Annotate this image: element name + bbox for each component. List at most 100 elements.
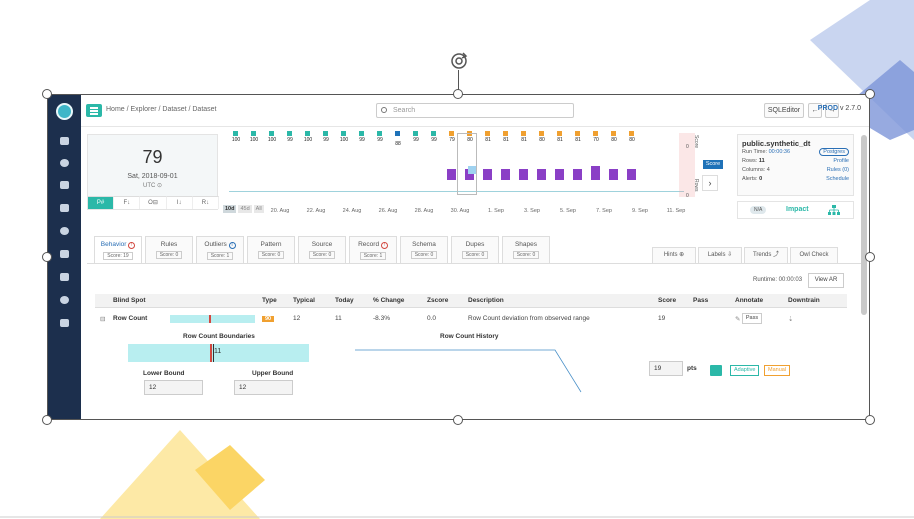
score-point[interactable] [269,131,274,136]
table-icon[interactable] [60,204,69,212]
mode-button[interactable]: P# [88,196,115,209]
score-point[interactable] [629,131,634,136]
adaptive-button[interactable]: Adaptive [730,365,760,376]
column-header[interactable]: % Change [373,297,405,304]
rows-bar[interactable] [555,169,564,180]
impact-panel[interactable]: N/A Impact [737,201,854,219]
right-tab[interactable]: Hints ⊕ [652,247,696,263]
right-tab[interactable]: Owl Check [790,247,838,263]
tab-behavior[interactable]: Behavior ! Score: 19 [94,236,142,263]
clock-icon[interactable] [60,296,69,304]
tab-schema[interactable]: Schema Score: 0 [400,236,448,263]
manual-button[interactable]: Manual [764,365,791,376]
gear-icon[interactable] [60,319,69,327]
tab-source[interactable]: Source Score: 0 [298,236,346,263]
menu-button[interactable] [86,104,102,117]
column-header[interactable]: Pass [693,297,709,304]
mode-button[interactable]: I↓ [166,196,193,209]
column-header[interactable]: Typical [293,297,315,304]
tab-rules[interactable]: Rules Score: 0 [145,236,193,263]
rows-bar[interactable] [447,169,456,180]
tab-pattern[interactable]: Pattern Score: 0 [247,236,295,263]
dashboard-icon[interactable] [60,137,69,145]
view-ar-button[interactable]: View AR [808,273,844,288]
resize-handle-bottom-right[interactable] [865,415,875,425]
profile-link[interactable]: Profile [833,158,849,164]
score-point[interactable] [251,131,256,136]
score-point[interactable] [341,131,346,136]
score-point[interactable] [377,131,382,136]
chevron-right-icon[interactable]: › [702,175,718,191]
score-point[interactable] [611,131,616,136]
mode-button[interactable]: F↓ [114,196,141,209]
right-tab[interactable]: Labels ⇩ [698,247,742,263]
right-tab[interactable]: Trends ⤴ [744,247,788,263]
rows-bar[interactable] [537,169,546,180]
db-badge[interactable]: Postgres [819,148,849,156]
rows-bar[interactable] [591,166,600,180]
score-point[interactable] [305,131,310,136]
back-button[interactable]: ← [808,103,822,118]
range-button[interactable]: All [253,205,264,213]
score-point[interactable] [557,131,562,136]
rows-point[interactable] [468,166,476,174]
resize-handle-top-left[interactable] [42,89,52,99]
schedule-link[interactable]: Schedule [826,176,849,182]
sqleditor-button[interactable]: SQLEditor [764,103,804,118]
downtrain-icon[interactable]: ⇣ [788,316,794,323]
mode-button[interactable]: O⊟ [140,196,167,209]
column-header[interactable]: Blind Spot [113,297,146,304]
edit-icon[interactable] [60,273,69,281]
breadcrumb[interactable]: Home / Explorer / Dataset / Dataset [106,106,217,113]
column-header[interactable]: Downtrain [788,297,820,304]
score-point[interactable] [323,131,328,136]
resize-handle-top[interactable] [453,89,463,99]
rows-bar[interactable] [573,169,582,180]
resize-handle-bottom[interactable] [453,415,463,425]
tab-shapes[interactable]: Shapes Score: 0 [502,236,550,263]
score-point[interactable] [359,131,364,136]
tab-outliers[interactable]: Outliers i Score: 1 [196,236,244,263]
rows-bar[interactable] [627,169,636,180]
pie-chart-icon[interactable] [60,227,69,235]
resize-handle-right[interactable] [865,252,875,262]
column-header[interactable]: Annotate [735,297,764,304]
rows-bar[interactable] [483,169,492,180]
scrollbar[interactable] [861,135,867,315]
search-input[interactable]: Search [376,103,574,118]
table-row[interactable]: ⊟ Row Count 90 12 11 -8.3% 0.0 Row Count… [95,312,847,328]
score-point[interactable] [449,131,454,136]
score-point[interactable] [521,131,526,136]
bell-icon[interactable] [60,250,69,258]
tab-dupes[interactable]: Dupes Score: 0 [451,236,499,263]
mode-button[interactable]: R↓ [192,196,220,209]
score-toggle[interactable]: Score [703,160,723,169]
column-header[interactable]: Today [335,297,354,304]
tab-record[interactable]: Record ! Score: 1 [349,236,397,263]
collapse-icon[interactable]: ⊟ [100,316,106,323]
rules-link[interactable]: Rules (0) [826,167,849,173]
resize-handle-top-right[interactable] [865,89,875,99]
column-header[interactable]: Zscore [427,297,449,304]
score-timeline[interactable]: 100 100 100 99 100 99 100 99 99 88 99 99 79 80 81 81 81 8… [223,131,699,216]
save-icon[interactable] [710,365,722,376]
hierarchy-icon[interactable] [60,181,69,189]
score-point[interactable] [485,131,490,136]
annotate-icon[interactable]: ✎ [735,316,741,323]
score-point[interactable] [233,131,238,136]
column-header[interactable]: Type [262,297,277,304]
points-field[interactable]: 19 [649,361,683,376]
range-button[interactable]: 10d [223,205,237,213]
rows-bar[interactable] [465,169,474,180]
pass-button[interactable]: Pass [742,313,762,324]
upper-bound-field[interactable]: 12 [234,380,293,395]
rotate-handle-icon[interactable] [448,50,470,72]
explore-icon[interactable] [60,159,69,167]
score-point[interactable] [413,131,418,136]
score-point[interactable] [287,131,292,136]
env-version[interactable]: PROD v 2.7.0 [817,105,861,112]
resize-handle-left[interactable] [42,252,52,262]
score-point[interactable] [539,131,544,136]
column-header[interactable]: Description [468,297,504,304]
score-point[interactable] [575,131,580,136]
